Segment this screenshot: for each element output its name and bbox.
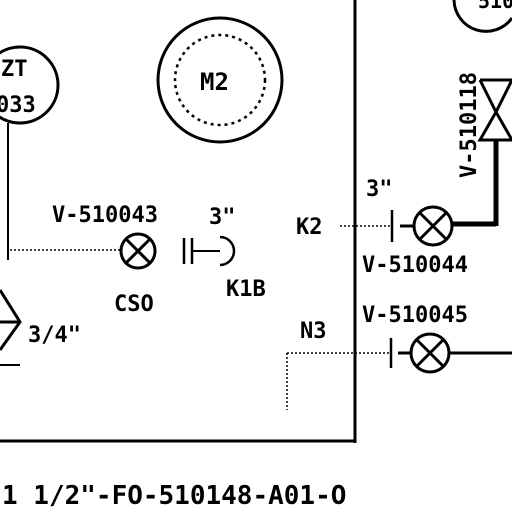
top-right-partial-text: 510 [478, 0, 512, 13]
k1b-cap-symbol [219, 235, 236, 267]
top-right-instrument-bubble: 510 [452, 0, 512, 33]
line-size-3in-right: 3" [366, 177, 393, 202]
valve-v510043-symbol [119, 232, 157, 270]
k1b-label: K1B [226, 277, 266, 302]
line-number-label: 1 1/2"-FO-510148-A01-O [2, 481, 346, 511]
k2-label: K2 [296, 215, 323, 240]
zt-number-text: 033 [0, 93, 36, 118]
motor-label: M2 [200, 68, 229, 96]
n3-label: N3 [300, 319, 327, 344]
valve-tag-v510043: V-510043 [52, 203, 158, 228]
cso-label: CSO [114, 292, 154, 317]
valve-3-4in-symbol [0, 289, 22, 351]
valve-v510044-symbol [412, 205, 454, 247]
valve-tag-v510044: V-510044 [362, 253, 468, 278]
valve-tag-v510118: V-510118 [457, 72, 482, 178]
zt-instrument-bubble: ZT 033 [0, 45, 60, 125]
line-size-3in-left: 3" [209, 205, 236, 230]
valve-v510045-symbol [409, 332, 451, 374]
line-size-3-4in: 3/4" [28, 323, 81, 348]
valve-tag-v510045: V-510045 [362, 303, 468, 328]
motor-m2-symbol: M2 [156, 16, 284, 144]
zt-tag-text: ZT [1, 57, 28, 82]
valve-v510118-symbol [477, 78, 512, 142]
